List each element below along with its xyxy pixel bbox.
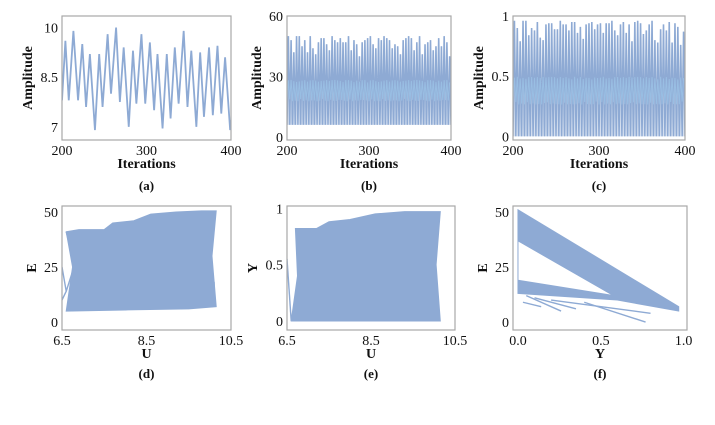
trajectory-line (431, 211, 439, 322)
trajectory-line (522, 301, 542, 308)
panel-a: 200 300 400 7 8.5 10 Iterations Amplitude (a) (21, 15, 242, 193)
panel-b: 200 300 400 0 30 60 Iterations Amplitude (b) (250, 10, 462, 193)
axes-frame (61, 15, 232, 141)
x-tick-label: 8.5 (362, 334, 380, 349)
trajectory-region (290, 211, 441, 322)
y-tick-label: 1 (276, 202, 283, 217)
y-axis-label: Amplitude (472, 46, 487, 110)
y-axis-label: Amplitude (250, 46, 265, 110)
x-axis-label: U (141, 347, 151, 362)
y-tick-label: 0.5 (266, 259, 284, 274)
panel-caption: (f) (594, 366, 607, 381)
y-tick-label: 30 (269, 70, 283, 85)
y-tick-label: 0 (51, 316, 58, 331)
x-tick-label: 6.5 (278, 334, 296, 349)
y-axis-label: E (25, 263, 40, 272)
axes-frame (286, 205, 456, 331)
y-tick-label: 50 (44, 206, 58, 221)
x-tick-label: 0.5 (592, 334, 610, 349)
x-tick-label: 0.0 (509, 334, 527, 349)
panel-caption: (e) (364, 366, 378, 381)
x-tick-label: 200 (277, 144, 298, 159)
y-tick-label: 25 (495, 261, 509, 276)
inner-series-line (287, 79, 451, 102)
axes-frame (512, 15, 686, 141)
plot-area (517, 208, 680, 323)
plot-area (287, 36, 451, 125)
x-axis-label: Iterations (570, 157, 629, 172)
x-tick-label: 8.5 (138, 334, 156, 349)
x-tick-label: 300 (589, 144, 610, 159)
panel-e: 6.5 8.5 10.5 0 0.5 1 U Y (e) (246, 202, 467, 381)
x-axis-label: Iterations (340, 157, 399, 172)
trajectory-region (65, 210, 217, 312)
x-tick-label: 1.0 (675, 334, 693, 349)
x-tick-label: 300 (136, 144, 157, 159)
y-tick-label: 7 (51, 121, 58, 136)
panel-caption: (c) (592, 178, 606, 193)
plot-area (62, 210, 217, 312)
axes-frame (512, 205, 688, 331)
x-tick-label: 200 (503, 144, 524, 159)
trajectory-line (65, 231, 76, 292)
x-tick-label: 400 (675, 144, 696, 159)
panel-caption: (b) (361, 178, 377, 193)
y-tick-label: 0 (502, 316, 509, 331)
y-tick-label: 8.5 (41, 71, 59, 86)
panel-d: 6.5 8.5 10.5 0 25 50 U E (d) (25, 205, 244, 381)
panel-caption: (d) (139, 366, 155, 381)
y-axis-label: Amplitude (21, 46, 36, 110)
trajectory-line (551, 299, 651, 314)
x-tick-label: 400 (221, 144, 242, 159)
y-tick-label: 50 (495, 206, 509, 221)
x-axis-label: Iterations (117, 157, 176, 172)
axes-frame (286, 15, 452, 141)
panel-f: 0.0 0.5 1.0 0 25 50 Y E (f) (476, 205, 693, 381)
plot-area (513, 20, 685, 137)
panel-caption: (a) (139, 178, 154, 193)
x-axis-label: U (366, 347, 376, 362)
x-axis-label: Y (595, 347, 605, 362)
trajectory-line (534, 297, 577, 310)
axes-frame (61, 205, 232, 331)
y-tick-label: 0 (502, 130, 509, 145)
trajectory-line (62, 266, 67, 301)
series-line (62, 27, 231, 131)
y-tick-label: 1 (502, 10, 509, 25)
series-line (287, 36, 451, 125)
trajectory-line (287, 258, 292, 322)
panel-c: 200 300 400 0 0.5 1 Iterations Amplitude (c) (472, 10, 696, 193)
y-axis-label: E (476, 263, 491, 272)
plot-area (287, 211, 441, 322)
inner-series-line (513, 76, 685, 105)
x-tick-label: 400 (441, 144, 462, 159)
y-tick-label: 0.5 (492, 70, 510, 85)
plot-area (62, 27, 231, 131)
y-tick-label: 60 (269, 10, 283, 25)
x-tick-label: 200 (52, 144, 73, 159)
y-axis-label: Y (246, 263, 261, 273)
y-tick-label: 0 (276, 315, 283, 330)
y-tick-label: 10 (44, 22, 58, 37)
x-tick-label: 6.5 (53, 334, 71, 349)
x-tick-label: 10.5 (219, 334, 244, 349)
y-tick-label: 0 (276, 131, 283, 146)
trajectory-line (525, 295, 562, 312)
trajectory-region (517, 208, 680, 312)
x-tick-label: 300 (359, 144, 380, 159)
trajectory-line (204, 211, 215, 307)
x-tick-label: 10.5 (443, 334, 468, 349)
series-line (513, 20, 685, 137)
y-tick-label: 25 (44, 261, 58, 276)
trajectory-line (517, 239, 615, 297)
